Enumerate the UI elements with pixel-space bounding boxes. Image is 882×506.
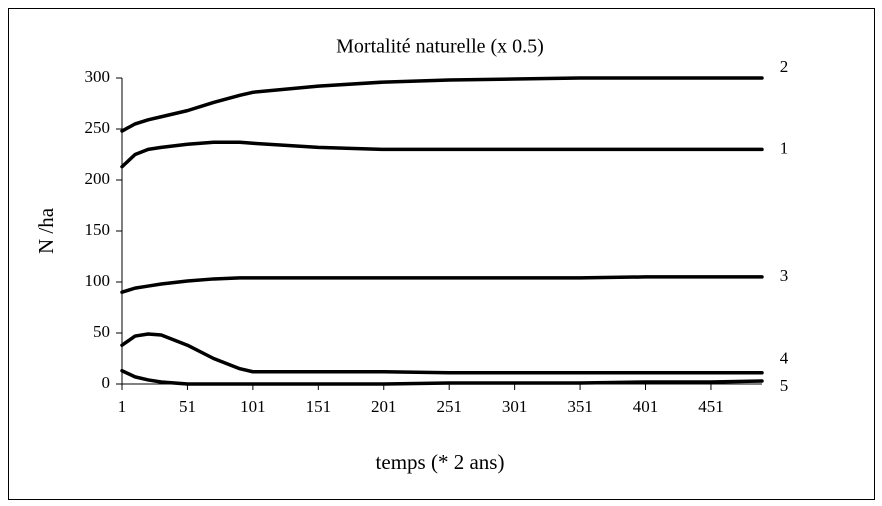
y-tick-label: 50: [93, 322, 110, 341]
series-label: 3: [780, 266, 789, 285]
y-tick-label: 150: [85, 220, 111, 239]
x-tick-label: 351: [567, 397, 593, 416]
chart-title: Mortalité naturelle (x 0.5): [336, 36, 544, 58]
y-tick-label: 250: [85, 118, 111, 137]
series-line: [120, 275, 764, 294]
x-tick-label: 201: [371, 397, 397, 416]
series-label: 4: [780, 349, 789, 368]
x-tick-label: 101: [240, 397, 266, 416]
chart-frame: [8, 8, 875, 500]
series-line: [120, 332, 764, 375]
x-axis-title: temps (* 2 ans): [376, 450, 505, 474]
x-tick-label: 401: [633, 397, 659, 416]
series-label: 1: [780, 138, 789, 157]
series-line: [120, 140, 764, 169]
series-line: [120, 76, 764, 133]
series-line: [120, 368, 764, 386]
series-label: 5: [780, 376, 789, 395]
y-tick-label: 300: [85, 67, 111, 86]
y-tick-label: 100: [85, 271, 111, 290]
x-tick-label: 151: [306, 397, 332, 416]
x-tick-label: 1: [118, 397, 127, 416]
series-label: 2: [780, 57, 789, 76]
y-axis-title: N /ha: [34, 207, 58, 254]
y-tick-label: 0: [102, 373, 111, 392]
x-tick-label: 301: [502, 397, 528, 416]
x-tick-label: 451: [698, 397, 724, 416]
x-tick-label: 251: [436, 397, 462, 416]
x-tick-label: 51: [179, 397, 196, 416]
y-tick-label: 200: [85, 169, 111, 188]
